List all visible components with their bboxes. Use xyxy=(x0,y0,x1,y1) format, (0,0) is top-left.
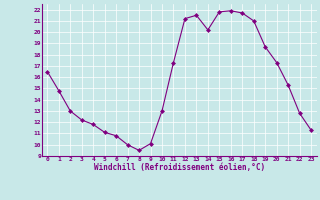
X-axis label: Windchill (Refroidissement éolien,°C): Windchill (Refroidissement éolien,°C) xyxy=(94,163,265,172)
